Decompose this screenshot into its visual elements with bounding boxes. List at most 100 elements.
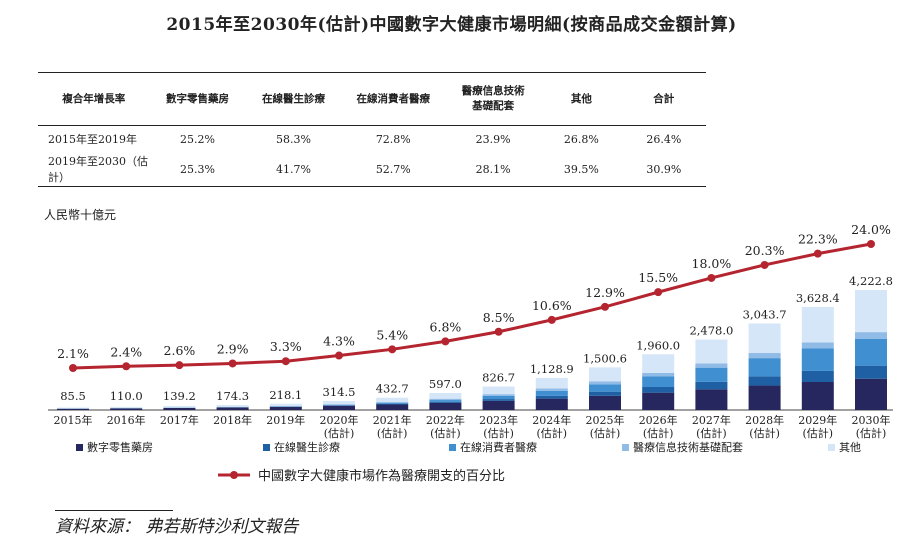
bar-segment [801, 306, 834, 343]
bar-segment [695, 339, 728, 364]
bar-segment [429, 402, 462, 410]
x-tick-sublabel: (估計) [696, 426, 727, 440]
x-tick-label: 2022年 [426, 413, 465, 427]
x-tick-label: 2015年 [54, 413, 93, 427]
table-cell: 26.4% [646, 132, 682, 146]
bar-segment [269, 405, 302, 407]
bar-segment [642, 354, 675, 373]
table-cell: 52.7% [341, 152, 446, 187]
bar-segment [855, 290, 887, 333]
bar-segment [695, 389, 728, 410]
bar-segment [748, 385, 781, 410]
line-point-label: 5.4% [376, 327, 408, 342]
line-point [760, 260, 769, 269]
table-cell: 2019年至2030（估計） [38, 152, 150, 187]
bar-segment [482, 394, 515, 396]
bar-total-label: 1,960.0 [636, 338, 680, 352]
line-point [867, 240, 875, 248]
line-point [547, 315, 556, 324]
x-tick-label: 2017年 [160, 413, 199, 427]
legend-label: 數字零售藥房 [87, 440, 153, 454]
line-point-label: 15.5% [638, 270, 678, 285]
line-point [388, 345, 397, 354]
bar-segment [642, 392, 675, 410]
bar-segment [163, 406, 196, 408]
bar-total-label: 597.0 [429, 377, 462, 391]
table-header: 複合年增長率 [38, 72, 150, 126]
table-cell: 28.1% [445, 152, 542, 187]
table-cell: 23.9% [475, 132, 511, 146]
bar-segment [216, 405, 249, 407]
bar-segment [216, 407, 249, 410]
bar-segment [801, 382, 834, 410]
line-point [69, 364, 77, 372]
table-cell: 2015年至2019年 [48, 133, 137, 146]
bar-segment [695, 367, 728, 382]
line-point [441, 337, 450, 346]
x-tick-label: 2016年 [107, 413, 146, 427]
bar-segment [376, 403, 409, 405]
table-cell: 41.7% [245, 152, 342, 187]
bar-segment [269, 403, 302, 406]
table-cell: 30.9% [621, 152, 706, 187]
bar-segment [748, 376, 781, 386]
bar-segment [589, 367, 621, 382]
source-divider [55, 510, 173, 511]
bar-total-label: 1,128.9 [530, 362, 574, 376]
line-point-label: 2.1% [57, 346, 89, 361]
line-point [813, 249, 822, 258]
x-tick-sublabel: (估計) [856, 426, 887, 440]
bar-segment [589, 395, 621, 410]
bar-segment [642, 372, 675, 377]
bar-segment [589, 381, 621, 385]
bar-segment [855, 365, 887, 379]
bar-segment [748, 358, 781, 377]
bar-segment [642, 386, 675, 393]
bar-segment [57, 407, 89, 409]
x-tick-sublabel: (估計) [803, 426, 834, 440]
table-header-row: 複合年增長率 數字零售藥房 在線醫生診療 在線消費者醫療 醫療信息技術 基礎配套 … [38, 72, 706, 126]
bar-segment [589, 391, 621, 396]
table-header: 醫療信息技術 基礎配套 [445, 72, 542, 126]
table-header: 合計 [621, 72, 706, 126]
bar-segment [57, 408, 89, 410]
y-unit-label: 人民幣十億元 [44, 208, 117, 222]
x-tick-label: 2030年 [852, 413, 891, 427]
x-tick-label: 2027年 [692, 413, 731, 427]
bar-total-label: 3,628.4 [796, 291, 840, 305]
table-header: 其他 [541, 72, 622, 126]
bar-segment [801, 348, 834, 371]
x-tick-sublabel: (估計) [643, 426, 674, 440]
table-cell: 58.3% [275, 132, 311, 146]
line-point [335, 351, 343, 360]
bar-segment [695, 381, 728, 390]
line-point [122, 362, 131, 371]
bar-segment [269, 406, 302, 410]
bar-total-label: 432.7 [376, 382, 409, 396]
bar-total-label: 3,043.7 [743, 308, 787, 322]
bar-segment [589, 384, 621, 392]
line-point-label: 12.9% [585, 285, 625, 300]
line-point [281, 357, 290, 366]
bar-segment [163, 407, 196, 410]
bar-segment [855, 378, 887, 410]
bar-total-label: 85.5 [60, 389, 86, 403]
x-tick-sublabel: (估計) [537, 426, 568, 440]
legend-swatch [76, 444, 83, 451]
line-point [654, 288, 663, 297]
table-header: 在線消費者醫療 [341, 72, 446, 126]
table-cell: 26.8% [563, 132, 599, 146]
legend-label: 在線消費者醫療 [460, 440, 537, 454]
line-point-label: 20.3% [745, 243, 785, 258]
legend-swatch [449, 444, 456, 451]
table-row: 2019年至2030（估計） 25.3% 41.7% 52.7% 28.1% 3… [38, 152, 706, 187]
bar-segment [748, 323, 781, 354]
bar-total-label: 218.1 [269, 388, 302, 402]
x-tick-label: 2023年 [479, 413, 518, 427]
x-tick-label: 2019年 [266, 413, 305, 427]
stacked-bar-line-chart: 85.5 2015年 110.0 2016年 139.2 2017年 174.3 2018年 2… [48, 222, 893, 484]
bar-segment [535, 398, 568, 410]
x-tick-label: 2029年 [798, 413, 837, 427]
bar-segment [376, 401, 409, 403]
x-tick-label: 2024年 [532, 413, 571, 427]
